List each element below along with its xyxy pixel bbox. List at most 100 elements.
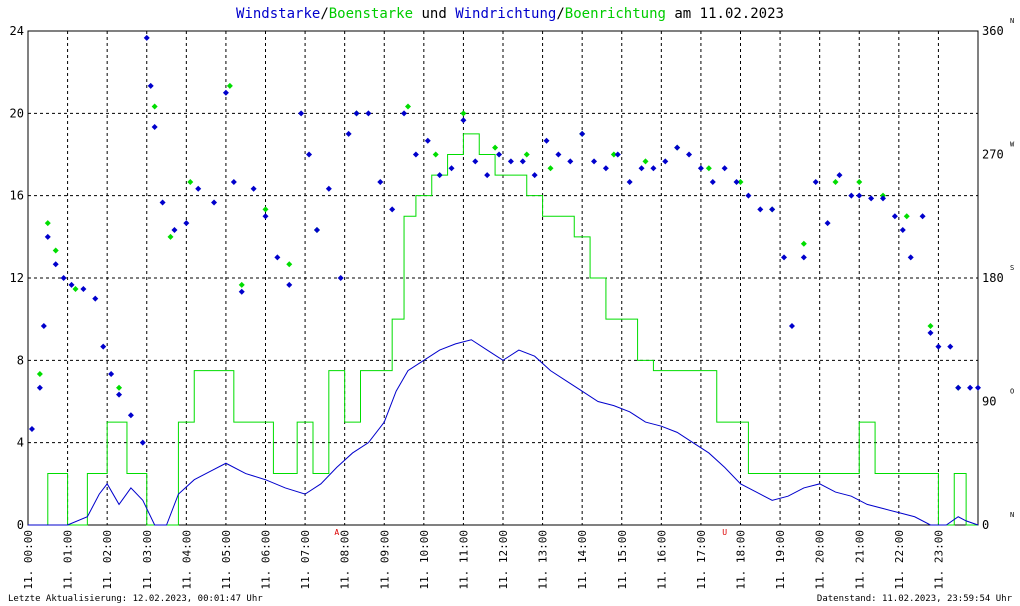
point-windrichtung	[116, 391, 123, 398]
grid-layer	[27, 30, 979, 526]
point-windrichtung	[274, 254, 281, 261]
point-windrichtung	[769, 206, 776, 213]
point-windrichtung	[345, 130, 352, 137]
point-windrichtung	[250, 185, 257, 192]
point-windrichtung	[68, 281, 75, 288]
left-y-tick-label: 12	[10, 271, 24, 285]
point-windrichtung	[899, 226, 906, 233]
point-windrichtung	[543, 137, 550, 144]
x-tick-label: 11. 07:00	[299, 530, 312, 590]
compass-label: W	[1010, 141, 1015, 149]
point-windrichtung	[650, 165, 657, 172]
left-y-tick-label: 16	[10, 189, 24, 203]
point-windrichtung	[412, 151, 419, 158]
point-windrichtung	[745, 192, 752, 199]
point-windrichtung	[40, 323, 47, 330]
point-windrichtung	[856, 192, 863, 199]
point-windrichtung	[967, 384, 974, 391]
point-boenrichtung	[523, 151, 530, 158]
point-windrichtung	[36, 384, 43, 391]
point-windrichtung	[662, 158, 669, 165]
point-boenrichtung	[705, 165, 712, 172]
point-windrichtung	[927, 329, 934, 336]
point-windrichtung	[147, 82, 154, 89]
point-windrichtung	[100, 343, 107, 350]
point-windrichtung	[975, 384, 981, 391]
point-windrichtung	[721, 165, 728, 172]
x-tick-label: 11. 04:00	[180, 530, 193, 590]
point-windrichtung	[159, 199, 166, 206]
x-tick-label: 11. 08:00	[339, 530, 352, 590]
point-windrichtung	[222, 89, 229, 96]
point-boenrichtung	[238, 281, 245, 288]
point-windrichtung	[868, 195, 875, 202]
right-y-tick-label: 90	[982, 395, 996, 409]
left-y-tick-label: 24	[10, 24, 24, 38]
axis-layer: 0 4 8 12 16 20 24 0 N 90 O 180 S 270 W 360 N 11. 00:00 11.…	[10, 17, 1015, 590]
point-windrichtung	[60, 275, 67, 281]
right-y-tick-label: 180	[982, 271, 1004, 285]
right-y-tick-label: 0	[982, 518, 989, 532]
series-boenstarke	[28, 133, 978, 526]
point-windrichtung	[127, 412, 134, 419]
point-windrichtung	[919, 213, 926, 220]
point-boenrichtung	[187, 178, 194, 185]
footer-right-text: Datenstand: 11.02.2023, 23:59:54 Uhr	[817, 594, 1013, 604]
x-tick-label: 11. 03:00	[141, 530, 154, 590]
point-windrichtung	[507, 158, 514, 165]
x-tick-label: 11. 17:00	[695, 530, 708, 590]
point-windrichtung	[298, 110, 305, 117]
point-boenrichtung	[72, 285, 79, 292]
point-boenrichtung	[460, 110, 467, 117]
compass-label: N	[1010, 511, 1014, 519]
point-windrichtung	[313, 226, 320, 233]
point-windrichtung	[92, 295, 99, 302]
point-windrichtung	[28, 425, 35, 432]
point-windrichtung	[880, 195, 886, 202]
point-windrichtung	[519, 158, 526, 165]
compass-label: N	[1010, 17, 1014, 25]
footer-left-text: Letzte Aktualisierung: 12.02.2023, 00:01…	[8, 594, 263, 604]
point-windrichtung	[567, 158, 574, 165]
point-boenrichtung	[927, 323, 934, 330]
point-windrichtung	[337, 275, 344, 281]
compass-label: S	[1010, 264, 1014, 272]
point-boenrichtung	[492, 144, 499, 151]
point-windrichtung	[353, 110, 360, 117]
title-part-5: /	[556, 6, 564, 22]
point-windrichtung	[496, 151, 503, 158]
point-boenrichtung	[286, 261, 293, 268]
x-tick-label: 11. 05:00	[220, 530, 233, 590]
point-windrichtung	[286, 281, 293, 288]
point-windrichtung	[602, 165, 609, 172]
point-windrichtung	[143, 34, 150, 41]
point-windrichtung	[907, 254, 914, 261]
point-windrichtung	[238, 288, 245, 295]
event-marker-label: A	[334, 528, 339, 537]
point-windrichtung	[436, 172, 443, 179]
point-windrichtung	[195, 185, 202, 192]
point-windrichtung	[733, 178, 740, 185]
point-windrichtung	[638, 165, 645, 172]
point-windrichtung	[472, 158, 479, 165]
point-windrichtung	[424, 137, 431, 144]
point-boenrichtung	[642, 158, 649, 165]
point-windrichtung	[757, 206, 764, 213]
point-windrichtung	[686, 151, 693, 158]
point-windrichtung	[614, 151, 621, 158]
point-windrichtung	[183, 220, 190, 227]
point-windrichtung	[781, 254, 788, 261]
point-windrichtung	[824, 220, 831, 227]
point-windrichtung	[836, 172, 843, 179]
title-part-2: Boenstarke	[329, 6, 413, 22]
x-tick-label: 11. 22:00	[893, 530, 906, 590]
x-tick-label: 11. 09:00	[378, 530, 391, 590]
left-y-tick-label: 8	[17, 353, 24, 367]
title-part-3: und	[413, 6, 455, 22]
left-y-tick-label: 20	[10, 106, 24, 120]
point-boenrichtung	[832, 178, 839, 185]
x-tick-label: 11. 16:00	[655, 530, 668, 590]
point-boenrichtung	[226, 82, 233, 89]
point-windrichtung	[935, 343, 942, 350]
